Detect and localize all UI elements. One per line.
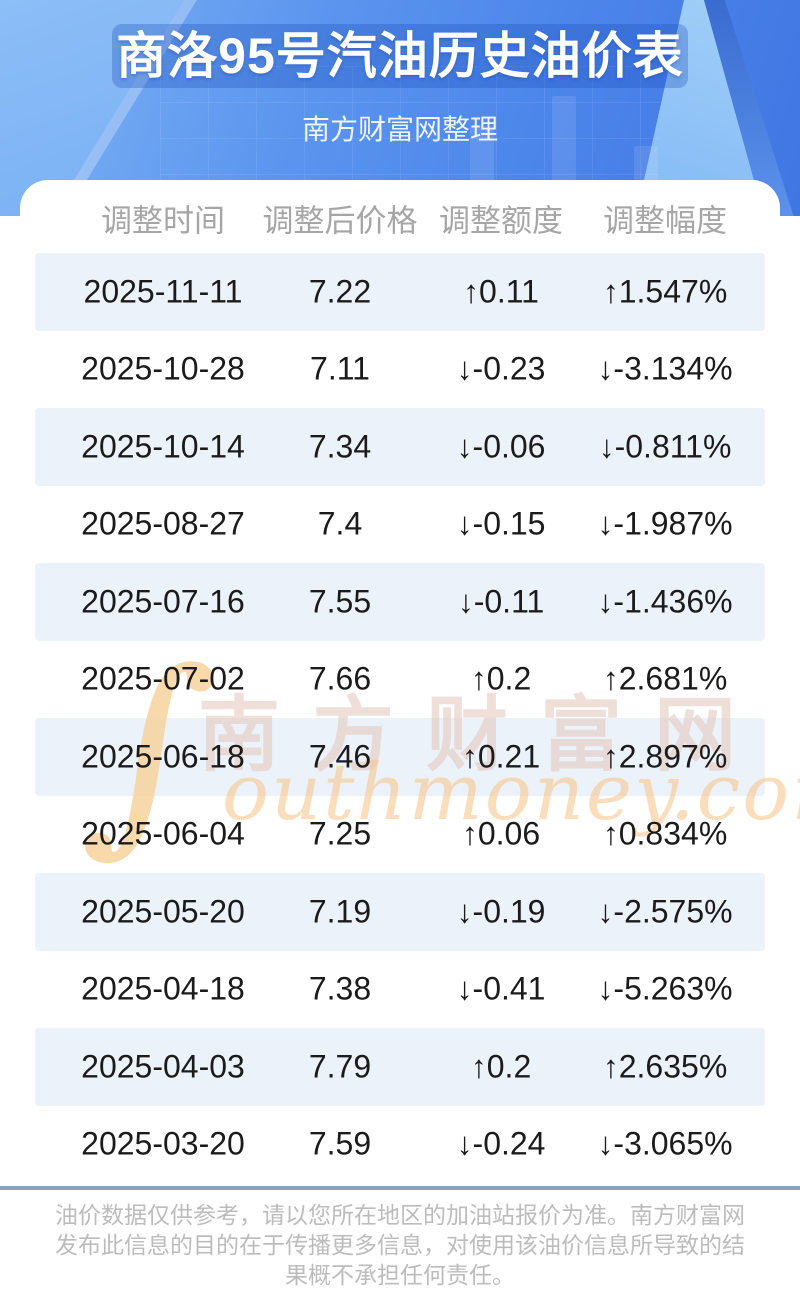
cell-change-percent: ↑1.547% [602,273,728,310]
cell-change-percent: ↑2.681% [602,660,728,697]
cell-adjust-date: 2025-10-14 [81,428,245,465]
cell-adjust-date: 2025-07-02 [81,660,245,697]
cell-adjust-date: 2025-06-04 [81,815,245,852]
footer-disclaimer: 油价数据仅供参考，请以您所在地区的加油站报价为准。南方财富网 发布此信息的目的在… [0,1200,800,1290]
cell-adjust-date: 2025-03-20 [81,1125,245,1162]
column-header-adjust-amount: 调整额度 [439,203,563,239]
table-header-row: 调整时间 调整后价格 调整额度 调整幅度 [35,180,765,253]
cell-change-amount: ↓-0.11 [457,583,545,620]
table-row: 2025-05-20 7.19 ↓-0.19 ↓-2.575% [35,873,765,951]
table-row: 2025-07-16 7.55 ↓-0.11 ↓-1.436% [35,563,765,641]
table-row: 2025-07-02 7.66 ↑0.2 ↑2.681% [35,641,765,719]
page-title: 商洛95号汽油历史油价表 [116,28,684,84]
cell-change-percent: ↓-1.987% [597,505,733,542]
cell-change-amount: ↑0.2 [470,1048,532,1085]
cell-change-percent: ↑2.635% [602,1048,728,1085]
table-row: 2025-06-04 7.25 ↑0.06 ↑0.834% [35,796,765,874]
cell-change-amount: ↑0.2 [470,660,532,697]
footer-disclaimer-line: 发布此信息的目的在于传播更多信息，对使用该油价信息所导致的结 [55,1232,745,1258]
table-row: 2025-11-11 7.22 ↑0.11 ↑1.547% [35,253,765,331]
cell-change-percent: ↓-2.575% [597,893,733,930]
table-row: 2025-06-18 7.46 ↑0.21 ↑2.897% [35,718,765,796]
cell-change-percent: ↑0.834% [602,815,728,852]
cell-adjust-date: 2025-04-03 [81,1048,245,1085]
cell-change-amount: ↑0.21 [461,738,541,775]
cell-adjust-date: 2025-10-28 [81,350,245,387]
cell-change-amount: ↓-0.15 [456,505,546,542]
cell-change-percent: ↓-3.134% [597,350,733,387]
cell-adjust-date: 2025-11-11 [83,273,243,310]
cell-change-amount: ↓-0.23 [456,350,546,387]
cell-adjusted-price: 7.11 [310,350,370,387]
title-band [112,24,688,88]
table-row: 2025-04-03 7.79 ↑0.2 ↑2.635% [35,1028,765,1106]
footer-disclaimer-line: 油价数据仅供参考，请以您所在地区的加油站报价为准。南方财富网 [55,1202,745,1228]
cell-change-amount: ↓-0.19 [456,893,546,930]
cell-change-amount: ↓-0.24 [456,1125,546,1162]
price-table-card: 调整时间 调整后价格 调整额度 调整幅度 2025-11-11 7.22 ↑0.… [20,180,780,1188]
cell-adjust-date: 2025-07-16 [81,583,245,620]
cell-change-amount: ↓-0.06 [456,428,546,465]
table-row: 2025-04-18 7.38 ↓-0.41 ↓-5.263% [35,951,765,1029]
cell-change-amount: ↓-0.41 [456,970,546,1007]
table-row: 2025-10-28 7.11 ↓-0.23 ↓-3.134% [35,331,765,409]
cell-adjusted-price: 7.25 [308,815,372,852]
column-header-adjust-range: 调整幅度 [603,203,727,239]
cell-adjusted-price: 7.38 [308,970,372,1007]
column-header-adjust-time: 调整时间 [101,203,225,239]
cell-adjusted-price: 7.4 [317,505,363,542]
footer-divider [0,1186,800,1190]
cell-adjusted-price: 7.34 [308,428,372,465]
cell-adjusted-price: 7.22 [308,273,372,310]
cell-change-percent: ↑2.897% [602,738,728,775]
cell-adjusted-price: 7.46 [308,738,372,775]
cell-adjusted-price: 7.59 [308,1125,372,1162]
cell-adjusted-price: 7.19 [308,893,372,930]
cell-adjusted-price: 7.55 [308,583,372,620]
table-row: 2025-10-14 7.34 ↓-0.06 ↓-0.811% [35,408,765,486]
cell-adjusted-price: 7.79 [308,1048,372,1085]
table-row: 2025-08-27 7.4 ↓-0.15 ↓-1.987% [35,486,765,564]
cell-change-percent: ↓-1.436% [597,583,733,620]
cell-adjusted-price: 7.66 [308,660,372,697]
footer-disclaimer-line: 果概不承担任何责任。 [285,1262,515,1288]
cell-adjust-date: 2025-08-27 [81,505,245,542]
cell-adjust-date: 2025-04-18 [81,970,245,1007]
cell-change-amount: ↑0.11 [463,273,539,310]
cell-change-amount: ↑0.06 [461,815,541,852]
table-row: 2025-03-20 7.59 ↓-0.24 ↓-3.065% [35,1106,765,1184]
page-subtitle: 南方财富网整理 [301,114,498,145]
cell-adjust-date: 2025-05-20 [81,893,245,930]
cell-change-percent: ↓-0.811% [598,428,732,465]
cell-change-percent: ↓-3.065% [597,1125,733,1162]
column-header-adjusted-price: 调整后价格 [262,203,418,239]
cell-adjust-date: 2025-06-18 [81,738,245,775]
table-body: 2025-11-11 7.22 ↑0.11 ↑1.547% 2025-10-28… [35,253,765,1183]
cell-change-percent: ↓-5.263% [597,970,733,1007]
